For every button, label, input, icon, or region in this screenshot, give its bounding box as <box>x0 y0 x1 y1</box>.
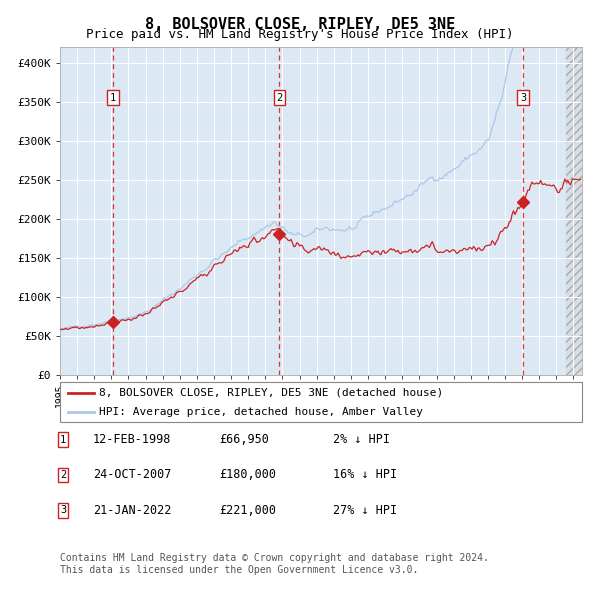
Text: £66,950: £66,950 <box>219 433 269 446</box>
Text: 12-FEB-1998: 12-FEB-1998 <box>93 433 172 446</box>
Text: 8, BOLSOVER CLOSE, RIPLEY, DE5 3NE (detached house): 8, BOLSOVER CLOSE, RIPLEY, DE5 3NE (deta… <box>99 388 443 398</box>
Text: Contains HM Land Registry data © Crown copyright and database right 2024.
This d: Contains HM Land Registry data © Crown c… <box>60 553 489 575</box>
Text: 16% ↓ HPI: 16% ↓ HPI <box>333 468 397 481</box>
Text: 3: 3 <box>60 506 66 515</box>
Text: 1: 1 <box>110 93 116 103</box>
Text: 24-OCT-2007: 24-OCT-2007 <box>93 468 172 481</box>
Text: Price paid vs. HM Land Registry's House Price Index (HPI): Price paid vs. HM Land Registry's House … <box>86 28 514 41</box>
Text: 2: 2 <box>60 470 66 480</box>
Text: 3: 3 <box>520 93 526 103</box>
FancyBboxPatch shape <box>60 382 582 422</box>
Text: 21-JAN-2022: 21-JAN-2022 <box>93 504 172 517</box>
Text: £221,000: £221,000 <box>219 504 276 517</box>
Text: HPI: Average price, detached house, Amber Valley: HPI: Average price, detached house, Ambe… <box>99 407 423 417</box>
Text: 8, BOLSOVER CLOSE, RIPLEY, DE5 3NE: 8, BOLSOVER CLOSE, RIPLEY, DE5 3NE <box>145 17 455 31</box>
Text: 2: 2 <box>276 93 283 103</box>
Text: 27% ↓ HPI: 27% ↓ HPI <box>333 504 397 517</box>
Text: 2% ↓ HPI: 2% ↓ HPI <box>333 433 390 446</box>
Text: 1: 1 <box>60 435 66 444</box>
Text: £180,000: £180,000 <box>219 468 276 481</box>
